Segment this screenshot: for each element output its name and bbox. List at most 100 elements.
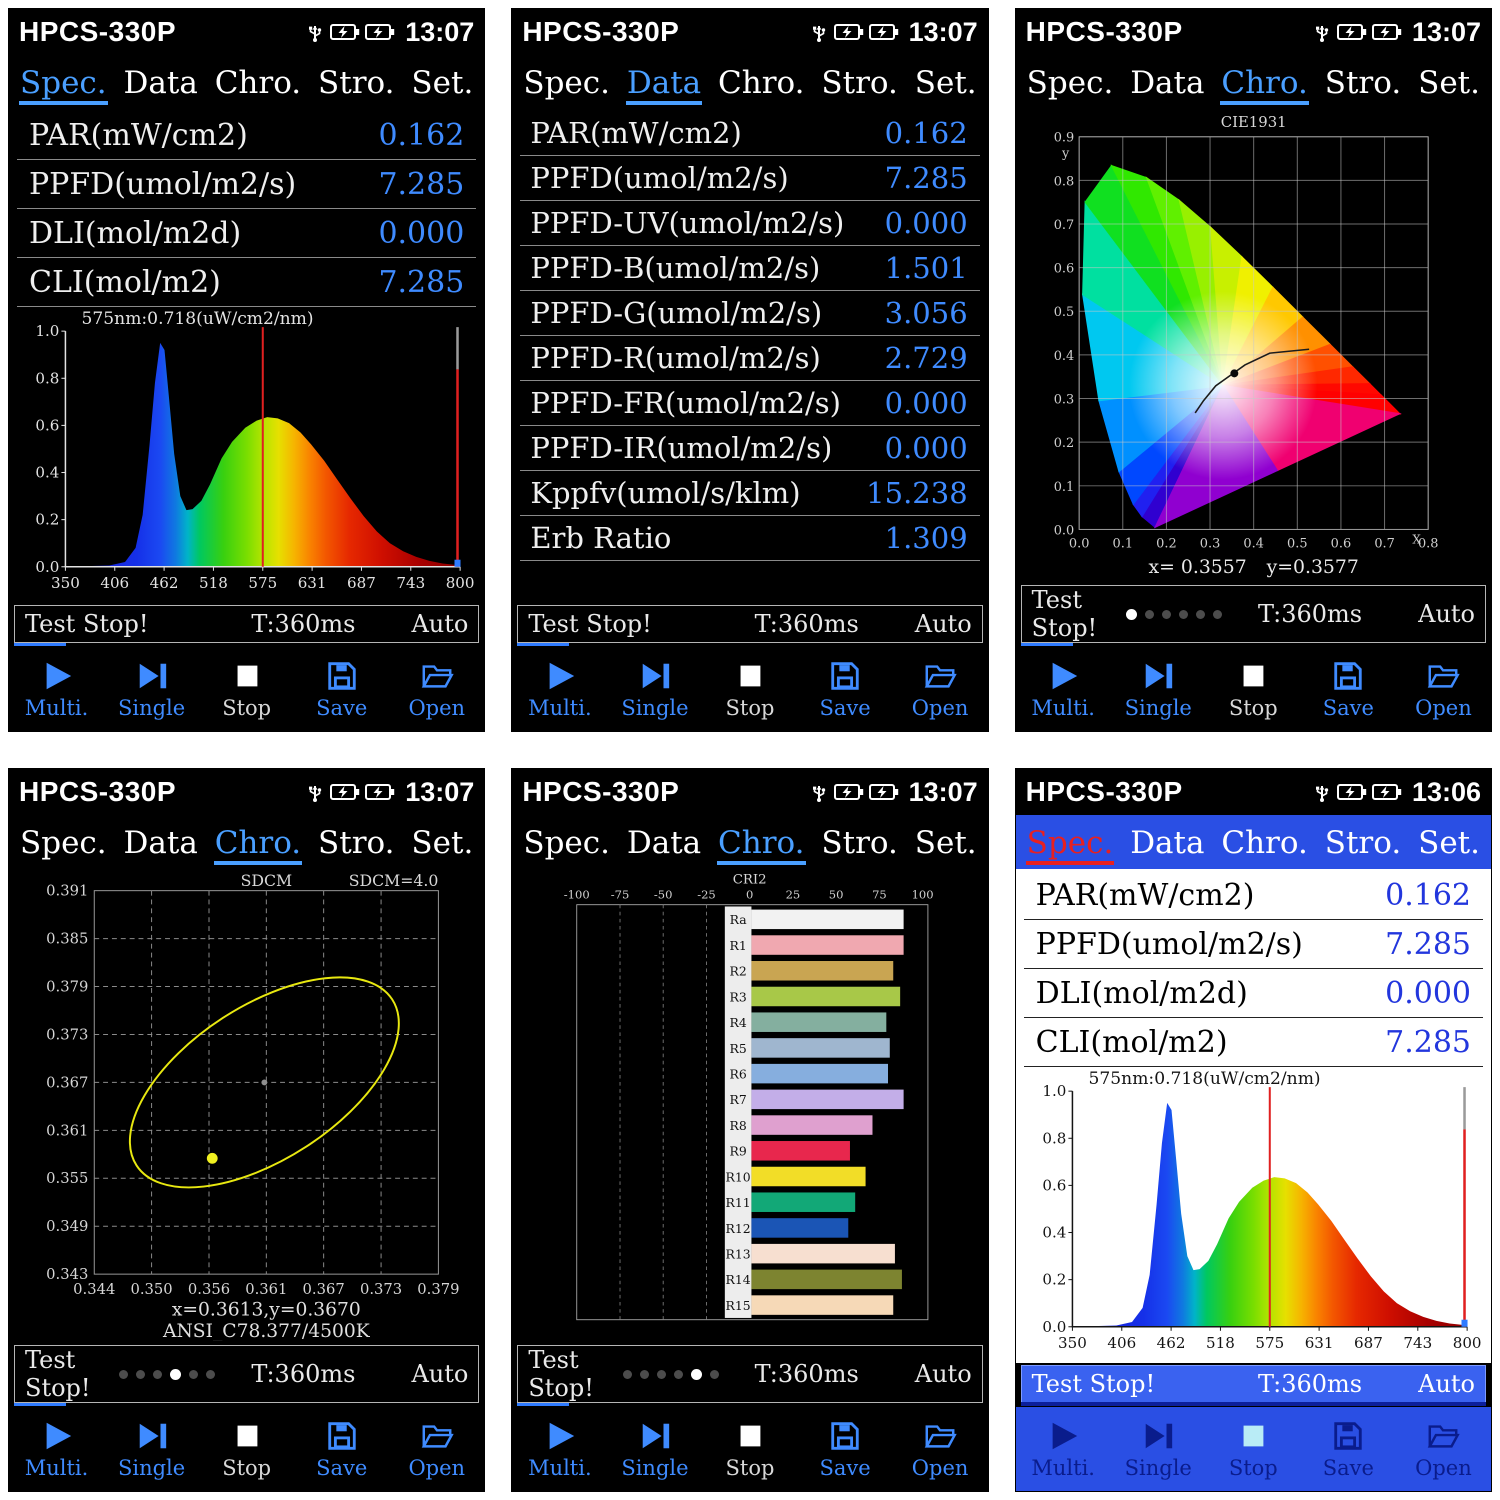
save-button[interactable]: Save (294, 1407, 389, 1491)
tab-chro[interactable]: Chro. (717, 827, 806, 865)
stop-icon (237, 1425, 258, 1446)
device-model: HPCS-330P (1025, 16, 1183, 47)
svg-text:0.5: 0.5 (1053, 305, 1073, 320)
page-dot (1212, 609, 1222, 619)
integration-time: T:360ms (1257, 1370, 1363, 1398)
device-model: HPCS-330P (1025, 776, 1183, 807)
save-button[interactable]: Save (798, 1407, 893, 1491)
open-button[interactable]: Open (893, 647, 988, 731)
open-button[interactable]: Open (389, 647, 484, 731)
usb-icon (812, 26, 825, 42)
save-button[interactable]: Save (798, 647, 893, 731)
tab-stro[interactable]: Stro. (821, 65, 898, 102)
status-message: Test Stop! (25, 610, 149, 638)
single-button[interactable]: Single (607, 1407, 702, 1491)
multi-button[interactable]: Multi. (1016, 647, 1111, 731)
svg-text:-50: -50 (654, 887, 673, 901)
save-button[interactable]: Save (1301, 647, 1396, 731)
target-point (261, 1079, 268, 1086)
tab-spec[interactable]: Spec. (1026, 65, 1114, 102)
open-button[interactable]: Open (389, 1407, 484, 1491)
stop-label: Stop (222, 1455, 272, 1480)
screen-4-sdcm: HPCS-330P 13:07 Spec. Data Chro. Stro. Set. … (8, 768, 486, 1492)
titlebar-status-icons (809, 21, 899, 43)
tab-spec[interactable]: Spec. (20, 825, 107, 862)
tab-stro[interactable]: Stro. (1324, 65, 1402, 102)
svg-text:406: 406 (100, 574, 129, 592)
open-button[interactable]: Open (1396, 647, 1491, 731)
multi-button[interactable]: Multi. (1016, 1407, 1111, 1491)
stop-button[interactable]: Stop (702, 647, 797, 731)
svg-text:0.0: 0.0 (1053, 523, 1073, 538)
metric-label: PPFD(umol/m2/s) (29, 167, 297, 202)
tab-spec[interactable]: Spec. (19, 67, 108, 105)
metric-row: PAR(mW/cm2) 0.162 (520, 111, 980, 156)
save-label: Save (819, 1455, 871, 1480)
multi-button[interactable]: Multi. (9, 647, 104, 731)
tab-set[interactable]: Set. (1418, 65, 1480, 102)
tab-chro[interactable]: Chro. (1220, 67, 1309, 105)
tab-data[interactable]: Data (123, 825, 198, 862)
multi-button[interactable]: Multi. (512, 647, 607, 731)
cri-row-label: R7 (730, 1092, 747, 1107)
metric-value: 0.162 (884, 116, 968, 150)
status-bar: Test Stop! T:360ms Auto (1020, 1365, 1486, 1406)
tab-stro[interactable]: Stro. (1324, 825, 1402, 862)
single-button[interactable]: Single (607, 647, 702, 731)
single-button[interactable]: Single (104, 647, 199, 731)
tab-data[interactable]: Data (625, 67, 703, 105)
status-message: Test Stop! (528, 610, 652, 638)
tab-spec[interactable]: Spec. (1025, 827, 1115, 865)
save-button[interactable]: Save (294, 647, 389, 731)
save-button[interactable]: Save (1301, 1407, 1396, 1491)
tab-chro[interactable]: Chro. (214, 65, 302, 102)
single-button[interactable]: Single (1111, 1407, 1206, 1491)
save-label: Save (316, 1455, 368, 1480)
svg-text:0.373: 0.373 (360, 1281, 402, 1298)
stop-button[interactable]: Stop (1206, 647, 1301, 731)
tab-data[interactable]: Data (1130, 65, 1205, 102)
tab-data[interactable]: Data (1130, 825, 1205, 862)
tab-set[interactable]: Set. (411, 65, 474, 102)
tab-chro[interactable]: Chro. (1221, 825, 1308, 862)
tab-set[interactable]: Set. (914, 65, 977, 102)
svg-text:0.367: 0.367 (303, 1281, 345, 1298)
single-button[interactable]: Single (1111, 647, 1206, 731)
tab-stro[interactable]: Stro. (318, 825, 395, 862)
tab-stro[interactable]: Stro. (318, 65, 395, 102)
metric-label: CLI(mol/m2) (29, 265, 221, 300)
stop-button[interactable]: Stop (1206, 1407, 1301, 1491)
tab-chro[interactable]: Chro. (213, 827, 303, 865)
tab-data[interactable]: Data (123, 65, 198, 102)
save-label: Save (316, 695, 368, 720)
single-label: Single (117, 1455, 186, 1480)
single-button[interactable]: Single (104, 1407, 199, 1491)
tab-set[interactable]: Set. (411, 825, 474, 862)
metric-row: DLI(mol/m2d) 0.000 (17, 209, 477, 258)
svg-text:0.379: 0.379 (46, 978, 88, 995)
tab-stro[interactable]: Stro. (821, 825, 898, 862)
stop-button[interactable]: Stop (199, 1407, 294, 1491)
tab-set[interactable]: Set. (1418, 825, 1480, 862)
svg-text:0.9: 0.9 (1053, 131, 1073, 146)
sdcm-value: SDCM=4.0 (349, 871, 439, 890)
open-button[interactable]: Open (1396, 1407, 1491, 1491)
open-button[interactable]: Open (893, 1407, 988, 1491)
svg-text:y: y (1061, 147, 1070, 162)
multi-button[interactable]: Multi. (512, 1407, 607, 1491)
stop-button[interactable]: Stop (702, 1407, 797, 1491)
cri-bar (751, 1089, 904, 1110)
tab-spec[interactable]: Spec. (523, 825, 610, 862)
tab-chro[interactable]: Chro. (718, 65, 805, 102)
tab-set[interactable]: Set. (914, 825, 977, 862)
metric-label: PPFD-IR(umol/m2/s) (530, 431, 833, 465)
tab-spec[interactable]: Spec. (523, 65, 610, 102)
tab-data[interactable]: Data (626, 825, 702, 862)
status-bar: Test Stop! T:360ms Auto (14, 605, 480, 646)
single-label: Single (621, 695, 689, 720)
usb-icon (812, 786, 825, 802)
multi-button[interactable]: Multi. (9, 1407, 104, 1491)
metric-label: PAR(mW/cm2) (29, 118, 248, 153)
battery-charging-icon (330, 24, 360, 40)
stop-button[interactable]: Stop (199, 647, 294, 731)
